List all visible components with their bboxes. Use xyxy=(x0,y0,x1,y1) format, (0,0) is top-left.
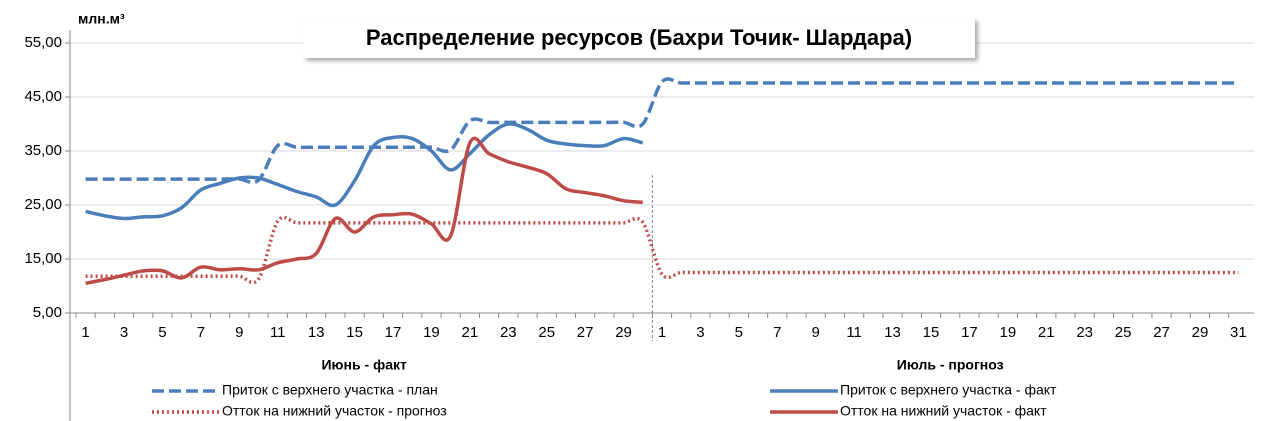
y-tick-label: 5,00 xyxy=(33,304,62,321)
x-tick-label: 27 xyxy=(577,324,594,341)
series-line xyxy=(85,215,1239,285)
x-tick-label: 15 xyxy=(346,324,363,341)
x-tick-label: 29 xyxy=(615,324,632,341)
x-tick-label: 5 xyxy=(158,324,166,341)
x-tick-label: 25 xyxy=(538,324,555,341)
x-tick-label: 23 xyxy=(1076,324,1093,341)
x-tick-label: 3 xyxy=(696,324,704,341)
x-tick-label: 19 xyxy=(999,324,1016,341)
x-tick-label: 25 xyxy=(1115,324,1132,341)
x-tick-label: 11 xyxy=(846,324,862,341)
x-group-label: Июль - прогноз xyxy=(897,357,1004,373)
x-tick-label: 9 xyxy=(235,324,243,341)
x-tick-label: 23 xyxy=(500,324,517,341)
title-box xyxy=(303,18,975,58)
x-tick-label: 19 xyxy=(423,324,440,341)
y-tick-label: 55,00 xyxy=(24,34,62,51)
x-group-label: Июнь - факт xyxy=(321,357,407,373)
x-tick-label: 15 xyxy=(923,324,940,341)
legend-label: Отток на нижний участок - прогноз xyxy=(222,403,447,419)
x-tick-label: 21 xyxy=(462,324,479,341)
legend-label: Отток на нижний участок - факт xyxy=(840,403,1047,419)
chart-title: Распределение ресурсов (Бахри Точик- Шар… xyxy=(366,25,912,50)
y-tick-label: 45,00 xyxy=(24,88,62,105)
x-tick-label: 17 xyxy=(385,324,402,341)
x-tick-label: 17 xyxy=(961,324,978,341)
y-tick-label: 25,00 xyxy=(24,196,62,213)
y-axis-label: млн.м³ xyxy=(78,11,125,27)
x-tick-label: 29 xyxy=(1192,324,1209,341)
x-tick-label: 3 xyxy=(120,324,128,341)
x-tick-label: 13 xyxy=(308,324,325,341)
series-line xyxy=(85,77,1239,185)
x-tick-label: 31 xyxy=(1230,324,1247,341)
y-tick-label: 35,00 xyxy=(24,142,62,159)
legend-label: Приток с верхнего участка - план xyxy=(222,382,438,398)
x-tick-label: 13 xyxy=(884,324,901,341)
series-line xyxy=(85,122,644,221)
series-line xyxy=(85,136,643,286)
x-tick-label: 7 xyxy=(197,324,205,341)
x-tick-label: 1 xyxy=(658,324,666,341)
x-tick-label: 5 xyxy=(735,324,743,341)
x-tick-label: 7 xyxy=(773,324,781,341)
x-tick-label: 21 xyxy=(1038,324,1055,341)
legend-label: Приток с верхнего участка - факт xyxy=(840,382,1057,398)
y-tick-label: 15,00 xyxy=(24,250,62,267)
x-tick-label: 27 xyxy=(1153,324,1170,341)
x-tick-label: 11 xyxy=(270,324,286,341)
x-tick-label: 1 xyxy=(81,324,89,341)
x-tick-label: 9 xyxy=(812,324,820,341)
